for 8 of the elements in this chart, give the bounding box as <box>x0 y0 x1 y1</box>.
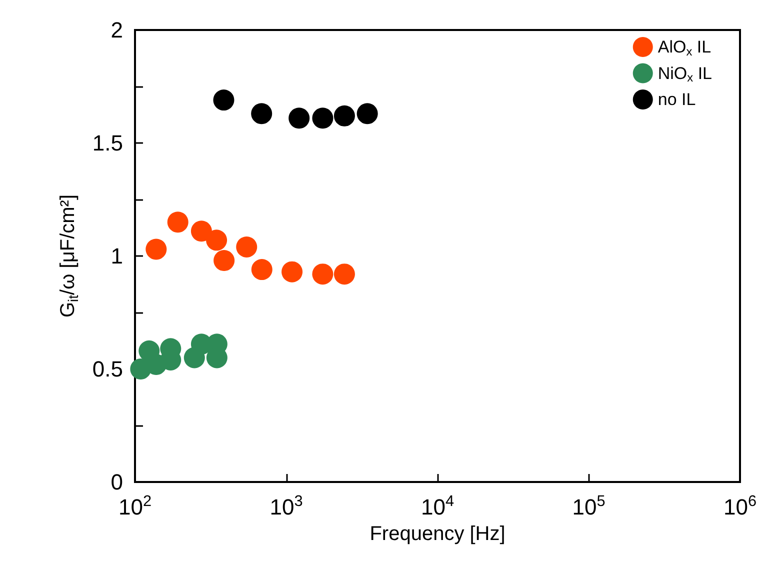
y-tick-label: 1 <box>110 244 123 268</box>
y-tick-label: 2 <box>110 18 123 42</box>
y-tick-label: 0.5 <box>92 356 123 382</box>
x-axis-title: Frequency [Hz] <box>370 523 506 545</box>
y-tick-label: 0 <box>110 470 123 494</box>
y-tick-label: 1.5 <box>92 130 123 156</box>
legend-label: no IL <box>658 90 696 109</box>
y-axis-title: Git/ω [μF/cm²] <box>57 194 81 318</box>
